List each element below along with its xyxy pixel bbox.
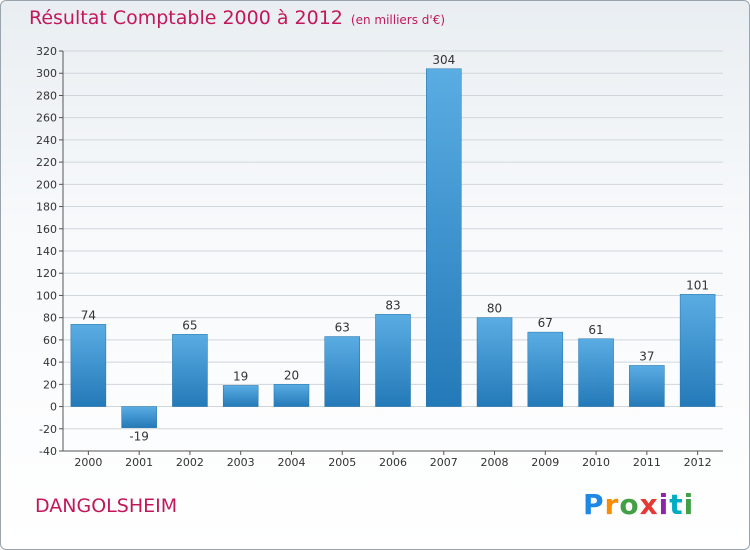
commune-name: DANGOLSHEIM (35, 495, 178, 517)
y-tick-label: 320 (36, 45, 57, 58)
data-label: 304 (432, 53, 455, 67)
bar-layer (70, 68, 716, 428)
bar-2007 (426, 68, 462, 407)
x-tick-label: 2007 (430, 456, 458, 469)
y-tick-label: 160 (36, 223, 57, 236)
data-label: 83 (385, 298, 400, 312)
logo-letter: x (639, 488, 659, 521)
y-tick-label: 280 (36, 89, 57, 102)
y-tick-label: 80 (43, 312, 57, 325)
logo-letter: P (583, 488, 605, 521)
bar-2003 (222, 385, 259, 407)
data-label: 101 (686, 278, 709, 292)
data-label: 65 (182, 318, 197, 332)
bar-2008 (476, 317, 513, 407)
grid-layer (63, 50, 723, 452)
bar-2005 (324, 336, 360, 407)
x-tick-label: 2000 (74, 456, 102, 469)
x-tick-label: 2010 (582, 456, 610, 469)
axis-layer: -40-200204060801001201401601802002202402… (36, 45, 723, 469)
logo-letter: o (619, 488, 640, 521)
label-layer: 74 -19 65 19 20 63 83 304 80 67 61 37 101 (81, 53, 709, 444)
x-tick-label: 2011 (633, 456, 661, 469)
chart-title: Résultat Comptable 2000 à 2012 (en millie… (29, 7, 445, 29)
bar-2011 (629, 365, 665, 407)
y-tick-label: -40 (39, 445, 57, 458)
data-label: 80 (487, 302, 502, 316)
bar-2002 (172, 334, 208, 407)
data-label: 20 (284, 368, 299, 382)
x-tick-label: 2002 (176, 456, 204, 469)
logo-letter: t (669, 488, 684, 521)
x-tick-label: 2001 (125, 456, 153, 469)
x-tick-label: 2005 (328, 456, 356, 469)
x-tick-label: 2003 (227, 456, 255, 469)
data-label: -19 (129, 430, 149, 444)
y-tick-label: -20 (39, 423, 57, 436)
x-tick-label: 2006 (379, 456, 407, 469)
y-tick-label: 220 (36, 156, 57, 169)
bar-2006 (375, 314, 411, 407)
y-tick-label: 180 (36, 201, 57, 214)
x-tick-label: 2012 (684, 456, 712, 469)
bar-2012 (679, 294, 716, 407)
y-tick-label: 200 (36, 178, 57, 191)
y-tick-label: 240 (36, 134, 57, 147)
y-tick-label: 0 (50, 401, 57, 414)
y-tick-label: 300 (36, 67, 57, 80)
data-label: 37 (639, 349, 654, 363)
bar-2000 (70, 324, 107, 407)
data-label: 63 (335, 321, 350, 335)
x-tick-label: 2009 (531, 456, 559, 469)
bar-2009 (527, 331, 564, 407)
proxiti-logo[interactable]: Proxiti (583, 488, 694, 521)
bar-2001 (121, 406, 157, 428)
data-label: 19 (233, 369, 248, 383)
bar-2004 (273, 384, 310, 407)
y-tick-label: 100 (36, 289, 57, 302)
y-tick-label: 20 (43, 378, 57, 391)
y-tick-label: 140 (36, 245, 57, 258)
bar-2010 (578, 338, 614, 407)
chart-subtitle: (en milliers d'€) (350, 13, 446, 27)
logo-letter: i (658, 488, 670, 521)
y-tick-label: 120 (36, 267, 57, 280)
data-label: 74 (81, 308, 96, 322)
logo-letter: r (604, 488, 620, 521)
y-tick-label: 260 (36, 112, 57, 125)
logo-letter: i (683, 488, 695, 521)
data-label: 67 (538, 316, 553, 330)
y-tick-label: 40 (43, 356, 57, 369)
data-label: 61 (588, 323, 603, 337)
y-tick-label: 60 (43, 334, 57, 347)
x-tick-label: 2008 (481, 456, 509, 469)
chart-title-text: Résultat Comptable 2000 à 2012 (29, 7, 343, 29)
x-tick-label: 2004 (277, 456, 305, 469)
